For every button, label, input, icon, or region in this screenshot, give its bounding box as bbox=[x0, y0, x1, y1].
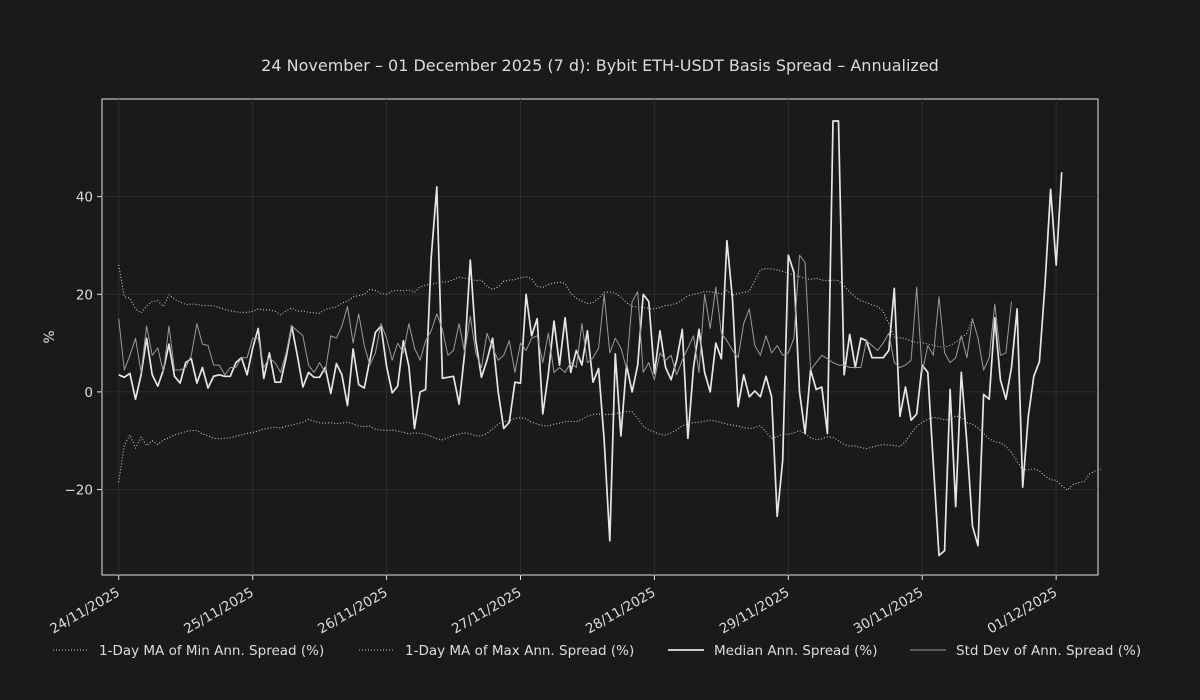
legend-label: Std Dev of Ann. Spread (%) bbox=[956, 643, 1141, 659]
chart-title: 24 November – 01 December 2025 (7 d): By… bbox=[261, 56, 939, 75]
series-line-1-day-ma-of-min-ann-spread bbox=[118, 410, 1101, 491]
series-line-1-day-ma-of-max-ann-spread bbox=[118, 264, 974, 348]
legend-item: 1-Day MA of Min Ann. Spread (%) bbox=[53, 643, 324, 659]
y-axis-label: % bbox=[42, 330, 58, 343]
series-line-std-dev-of-ann-spread bbox=[118, 254, 1012, 381]
legend-label: 1-Day MA of Min Ann. Spread (%) bbox=[99, 643, 324, 659]
series bbox=[118, 120, 1101, 557]
y-tick-label: 20 bbox=[76, 287, 93, 303]
series-line-median-ann-spread bbox=[118, 120, 1063, 557]
y-tick-label: 0 bbox=[84, 385, 93, 401]
legend-item: 1-Day MA of Max Ann. Spread (%) bbox=[359, 643, 634, 659]
grid bbox=[102, 99, 1098, 575]
legend-item: Median Ann. Spread (%) bbox=[668, 643, 878, 659]
y-tick-label: −20 bbox=[65, 483, 94, 499]
legend-label: 1-Day MA of Max Ann. Spread (%) bbox=[405, 643, 634, 659]
y-tick-label: 40 bbox=[76, 190, 93, 206]
plot-area: 24/11/2025 25/11/2025 26/11/2025 27/11/2025… bbox=[47, 98, 1101, 637]
legend: 1-Day MA of Min Ann. Spread (%) 1-Day MA … bbox=[53, 643, 1141, 659]
legend-item: Std Dev of Ann. Spread (%) bbox=[910, 643, 1141, 659]
legend-label: Median Ann. Spread (%) bbox=[714, 643, 878, 659]
